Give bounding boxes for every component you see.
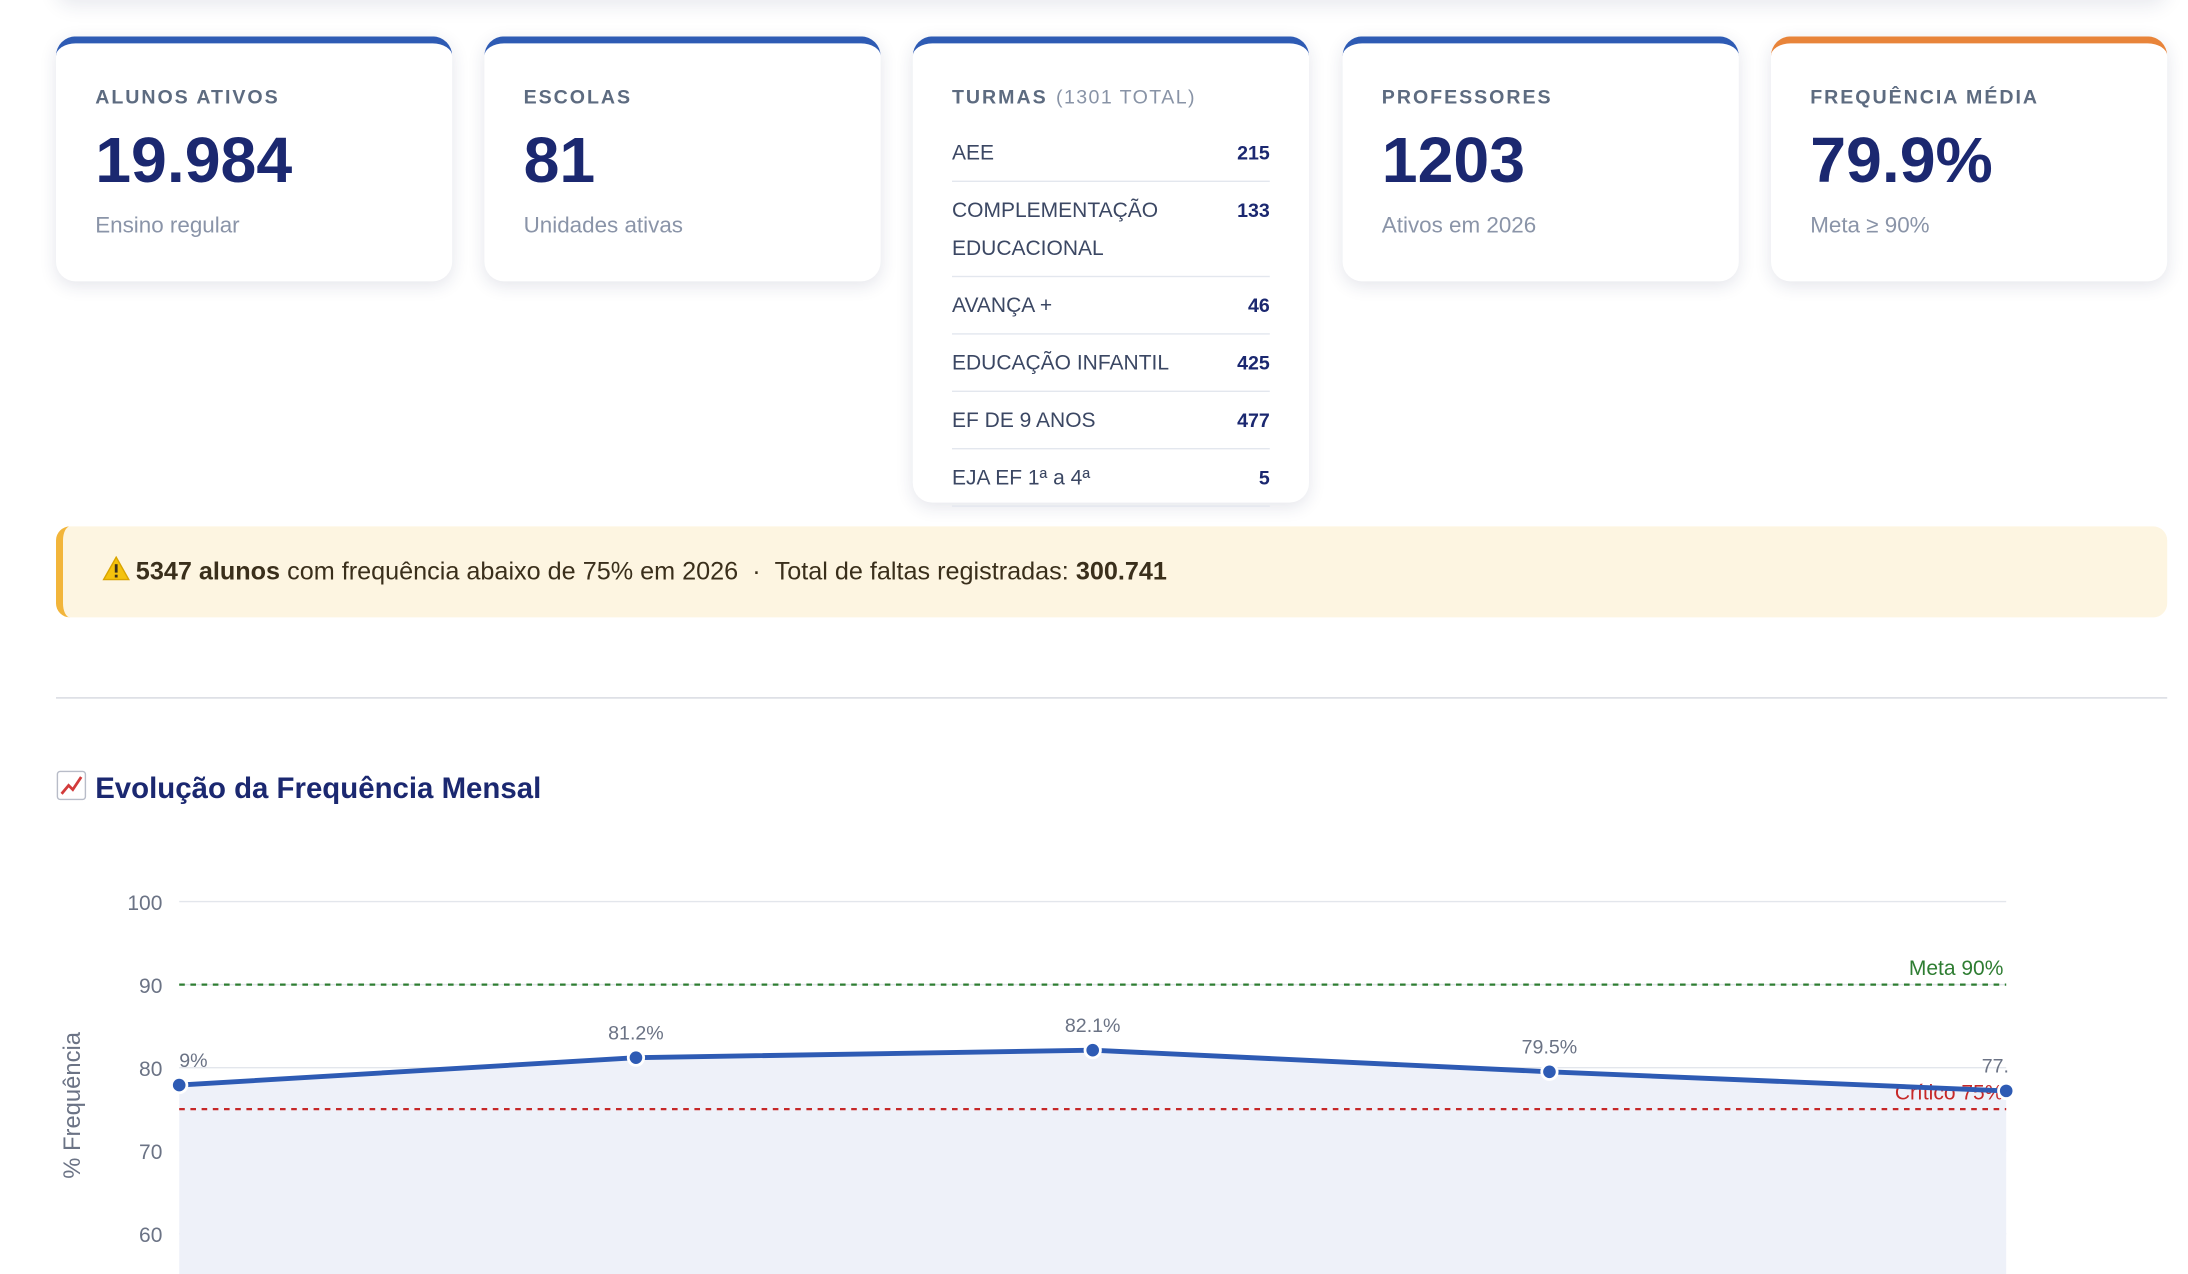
low-attendance-alert: 5347 alunos com frequência abaixo de 75%…	[56, 526, 2168, 618]
warning-icon	[102, 555, 130, 588]
data-label: 77.	[1982, 1056, 2009, 1078]
turma-row: AVANÇA + 46	[952, 277, 1270, 335]
data-point	[170, 1075, 189, 1095]
card-caption: Ensino regular	[95, 214, 240, 238]
turma-row: EJA EF 1ª a 4ª 5	[952, 449, 1270, 507]
card-value: 79.9%	[1810, 123, 1993, 196]
y-tick-label: 60	[139, 1224, 162, 1247]
card-value: 1203	[1381, 123, 1526, 196]
section-divider	[56, 697, 2168, 699]
data-label: 81.2%	[608, 1022, 664, 1044]
data-point	[626, 1048, 646, 1067]
card-value: 19.984	[95, 123, 293, 196]
turmas-total: (1301 TOTAL)	[1056, 85, 1196, 108]
alert-separator: ·	[752, 557, 761, 586]
y-tick-label: 90	[139, 975, 162, 998]
chart-increasing-icon	[56, 770, 87, 809]
turma-row: EDUCAÇÃO INFANTIL 425	[952, 335, 1270, 392]
turma-name: AEE	[952, 141, 995, 166]
reference-line-label: Meta 90%	[1909, 957, 2004, 980]
card-caption: Unidades ativas	[523, 214, 683, 238]
card-label: PROFESSORES	[1381, 85, 1553, 108]
turma-count: 133	[1237, 198, 1270, 222]
turma-row: EF DE 9 ANOS 477	[952, 392, 1270, 450]
turma-name: EDUCAÇÃO INFANTIL	[952, 351, 1170, 376]
turma-count: 5	[1258, 466, 1270, 489]
data-label: 82.1%	[1065, 1015, 1121, 1037]
turma-row: AEE 215	[952, 125, 1270, 182]
turma-count: 477	[1237, 408, 1270, 432]
frequency-line-chart: % Frequência 60 70 80 90 100 Meta 90% Crítico …	[56, 868, 2044, 1274]
card-caption: Ativos em 2026	[1381, 214, 1537, 238]
data-point	[1540, 1062, 1559, 1081]
card-escolas: ESCOLAS 81 Unidades ativas	[484, 36, 881, 282]
card-turmas: TURMAS (1301 TOTAL) AEE 215 COMPLEMENTAÇÃ…	[912, 36, 1309, 507]
turma-count: 46	[1247, 294, 1270, 317]
data-label: 79.5%	[1522, 1037, 1578, 1059]
turma-name: COMPLEMENTAÇÃO EDUCACIONAL	[952, 198, 1159, 261]
data-label: 9%	[179, 1050, 207, 1072]
turma-name: AVANÇA +	[952, 294, 1053, 318]
card-professores: PROFESSORES 1203 Ativos em 2026	[1342, 36, 1739, 282]
data-point	[1083, 1041, 1102, 1060]
faltas-value: 300.741	[1075, 557, 1167, 586]
data-point	[1997, 1081, 2016, 1100]
turmas-label: TURMAS	[952, 85, 1048, 108]
faltas-label: Total de faltas registradas:	[774, 557, 1069, 586]
card-frequencia-media: FREQUÊNCIA MÉDIA 79.9% Meta ≥ 90%	[1771, 36, 2168, 282]
turma-name: EF DE 9 ANOS	[952, 408, 1096, 433]
turma-count: 425	[1237, 351, 1270, 374]
section-title-text: Evolução da Frequência Mensal	[95, 772, 542, 805]
y-tick-label: 70	[139, 1141, 162, 1164]
card-alunos-ativos: ALUNOS ATIVOS 19.984 Ensino regular	[56, 36, 453, 282]
card-label: ALUNOS ATIVOS	[95, 85, 280, 108]
section-title: Evolução da Frequência Mensal	[56, 770, 541, 809]
card-label: TURMAS (1301 TOTAL)	[952, 85, 1270, 107]
alert-count: 5347 alunos	[135, 557, 281, 586]
card-label: FREQUÊNCIA MÉDIA	[1810, 85, 2040, 108]
turma-row: COMPLEMENTAÇÃO EDUCACIONAL 133	[952, 182, 1270, 278]
y-tick-label: 100	[127, 892, 162, 915]
card-value: 81	[523, 123, 596, 196]
card-label: ESCOLAS	[523, 85, 633, 108]
turma-count: 215	[1237, 141, 1270, 164]
turmas-list: AEE 215 COMPLEMENTAÇÃO EDUCACIONAL 133 A…	[952, 125, 1270, 507]
turma-name: EJA EF 1ª a 4ª	[952, 466, 1091, 490]
series-area	[179, 1050, 2007, 1274]
card-caption: Meta ≥ 90%	[1810, 214, 1930, 238]
alert-text: com frequência abaixo de 75% em 2026	[287, 557, 739, 586]
y-tick-label: 80	[139, 1058, 162, 1081]
